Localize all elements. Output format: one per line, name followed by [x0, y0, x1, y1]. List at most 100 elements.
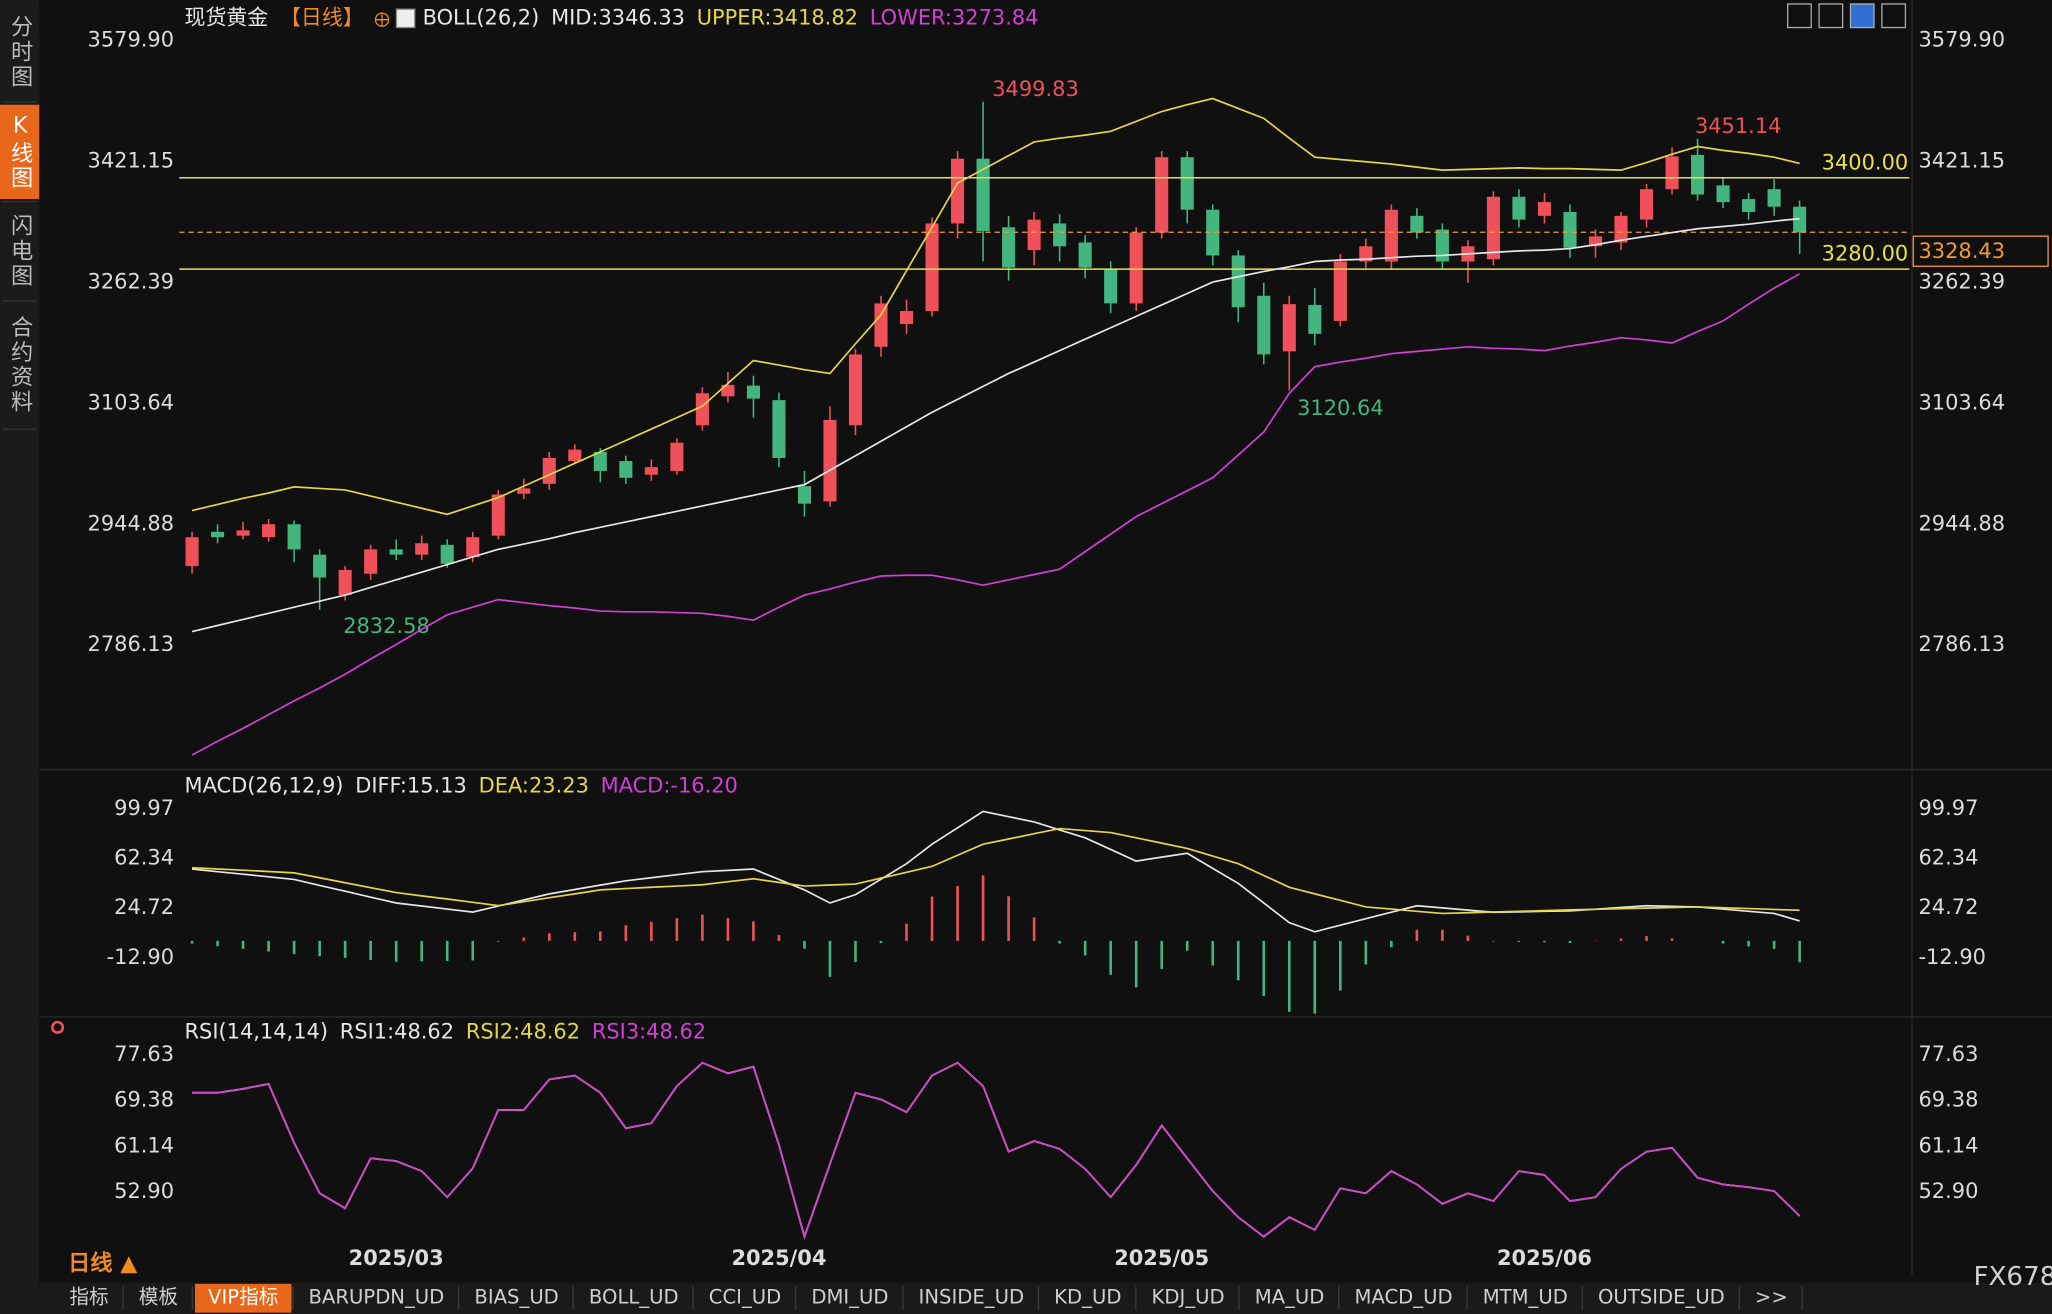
- tab[interactable]: [1041, 1283, 1135, 1313]
- candle-body: [951, 158, 965, 224]
- tab[interactable]: [695, 1283, 795, 1313]
- tab-label[interactable]: DMI_UD: [811, 1286, 888, 1309]
- candle-body: [236, 530, 250, 536]
- candle-body: [1027, 219, 1041, 251]
- tab-label[interactable]: BIAS_UD: [474, 1286, 558, 1309]
- candle-body: [1180, 157, 1194, 210]
- tab-label[interactable]: BOLL_UD: [589, 1286, 679, 1309]
- y-tick-label: 2944.88: [1919, 511, 2006, 535]
- candle-body: [823, 419, 837, 502]
- candle-body: [1053, 223, 1067, 247]
- candle-body: [1155, 157, 1169, 233]
- sidebar-tab-label[interactable]: 闪电图: [7, 214, 33, 289]
- tab-label[interactable]: CCI_UD: [709, 1286, 781, 1309]
- y-tick-label: 77.63: [114, 1042, 174, 1066]
- tab-label[interactable]: BARUPDN_UD: [308, 1286, 444, 1309]
- candle-body: [338, 569, 352, 596]
- tab-label[interactable]: KDJ_UD: [1152, 1286, 1225, 1309]
- tab[interactable]: [56, 1283, 122, 1313]
- period-label[interactable]: 日线 ▲: [68, 1250, 138, 1277]
- tab[interactable]: [575, 1283, 692, 1313]
- tab-label[interactable]: KD_UD: [1054, 1286, 1121, 1309]
- tab[interactable]: [905, 1283, 1038, 1313]
- icon-button[interactable]: [1786, 3, 1812, 29]
- candle-body: [925, 223, 939, 312]
- legend-item: MACD(26,12,9): [185, 774, 344, 798]
- candle-body: [593, 451, 607, 471]
- last-price-label: 3328.43: [1919, 239, 2006, 263]
- x-tick-label: 2025/06: [1497, 1246, 1592, 1270]
- y-tick-label: 2786.13: [88, 632, 175, 656]
- candle-body: [644, 467, 658, 475]
- y-tick-label: 24.72: [114, 895, 174, 919]
- price-line-label: 3400.00: [1822, 150, 1909, 174]
- sidebar-tab-label[interactable]: K线图: [7, 113, 33, 191]
- tab[interactable]: [1741, 1283, 1801, 1313]
- icon-button[interactable]: [1818, 3, 1844, 29]
- tab[interactable]: [1241, 1283, 1338, 1313]
- y-tick-label: 3103.64: [1919, 390, 2006, 414]
- tab-label[interactable]: 指标: [69, 1286, 108, 1309]
- sidebar-tab-label[interactable]: 分时图: [7, 15, 33, 90]
- candle-body: [899, 311, 914, 324]
- tab[interactable]: [461, 1283, 572, 1313]
- tab-label[interactable]: OUTSIDE_UD: [1598, 1286, 1725, 1309]
- candle-body: [440, 544, 454, 564]
- y-tick-label: 3579.90: [1919, 28, 2006, 52]
- sidebar-tab[interactable]: [0, 303, 40, 427]
- tab-label[interactable]: MACD_UD: [1354, 1286, 1452, 1309]
- y-tick-label: 52.90: [1919, 1179, 1979, 1203]
- y-tick-label: 3421.15: [88, 149, 175, 173]
- candle-body: [262, 524, 276, 538]
- sidebar-tab[interactable]: [0, 5, 40, 100]
- legend-item: DEA:23.23: [479, 774, 589, 798]
- candle-body: [1359, 246, 1373, 262]
- legend-item: RSI(14,14,14): [185, 1020, 328, 1044]
- indicator-line: [191, 217, 1800, 633]
- tab-label[interactable]: VIP指标: [208, 1286, 278, 1309]
- candle-body: [389, 549, 403, 555]
- y-tick-label: 24.72: [1919, 895, 1979, 919]
- sidebar-tab[interactable]: [0, 104, 40, 199]
- tab-label[interactable]: INSIDE_UD: [919, 1286, 1025, 1309]
- tab-label[interactable]: MA_UD: [1255, 1286, 1325, 1309]
- candle-body: [1231, 255, 1245, 308]
- icon-button[interactable]: [1881, 3, 1907, 29]
- tab-label[interactable]: MTM_UD: [1483, 1286, 1568, 1309]
- legend-item: 现货黄金: [185, 5, 269, 29]
- icon-button[interactable]: [1849, 3, 1875, 29]
- candle-body: [211, 531, 225, 538]
- x-tick-label: 2025/04: [731, 1246, 826, 1270]
- candle-body: [1206, 209, 1220, 256]
- tab-label[interactable]: >>: [1755, 1286, 1788, 1309]
- tab[interactable]: [194, 1283, 292, 1313]
- candle-body: [287, 524, 301, 550]
- tab-label[interactable]: 模板: [139, 1286, 178, 1309]
- sidebar-tab-label[interactable]: 合约资料: [7, 315, 33, 415]
- candle-body: [1614, 215, 1628, 243]
- tab[interactable]: [125, 1283, 192, 1313]
- sidebar-tab[interactable]: [0, 204, 40, 299]
- y-tick-label: 2786.13: [1919, 632, 2006, 656]
- tab[interactable]: [1341, 1283, 1466, 1313]
- tab[interactable]: [1584, 1283, 1738, 1313]
- y-tick-label: 62.34: [114, 846, 174, 870]
- tab[interactable]: [798, 1283, 902, 1313]
- indicator-icon[interactable]: [395, 8, 416, 29]
- y-tick-label: 61.14: [1919, 1133, 1979, 1157]
- x-tick-label: 2025/05: [1114, 1246, 1209, 1270]
- tab[interactable]: [1469, 1283, 1581, 1313]
- y-tick-label: 3103.64: [88, 390, 175, 414]
- extreme-label: 3451.14: [1695, 114, 1782, 138]
- icon: [51, 1020, 65, 1034]
- x-tick-label: 2025/03: [349, 1246, 444, 1270]
- y-tick-label: -12.90: [1919, 945, 1986, 969]
- legend-item: MID:3346.33: [551, 5, 685, 29]
- tab[interactable]: [1138, 1283, 1238, 1313]
- extreme-label: 3120.64: [1297, 396, 1384, 420]
- legend-item: RSI3:48.62: [592, 1020, 706, 1044]
- candle-body: [466, 537, 480, 557]
- tab[interactable]: [295, 1283, 458, 1313]
- legend-item: RSI1:48.62: [340, 1020, 454, 1044]
